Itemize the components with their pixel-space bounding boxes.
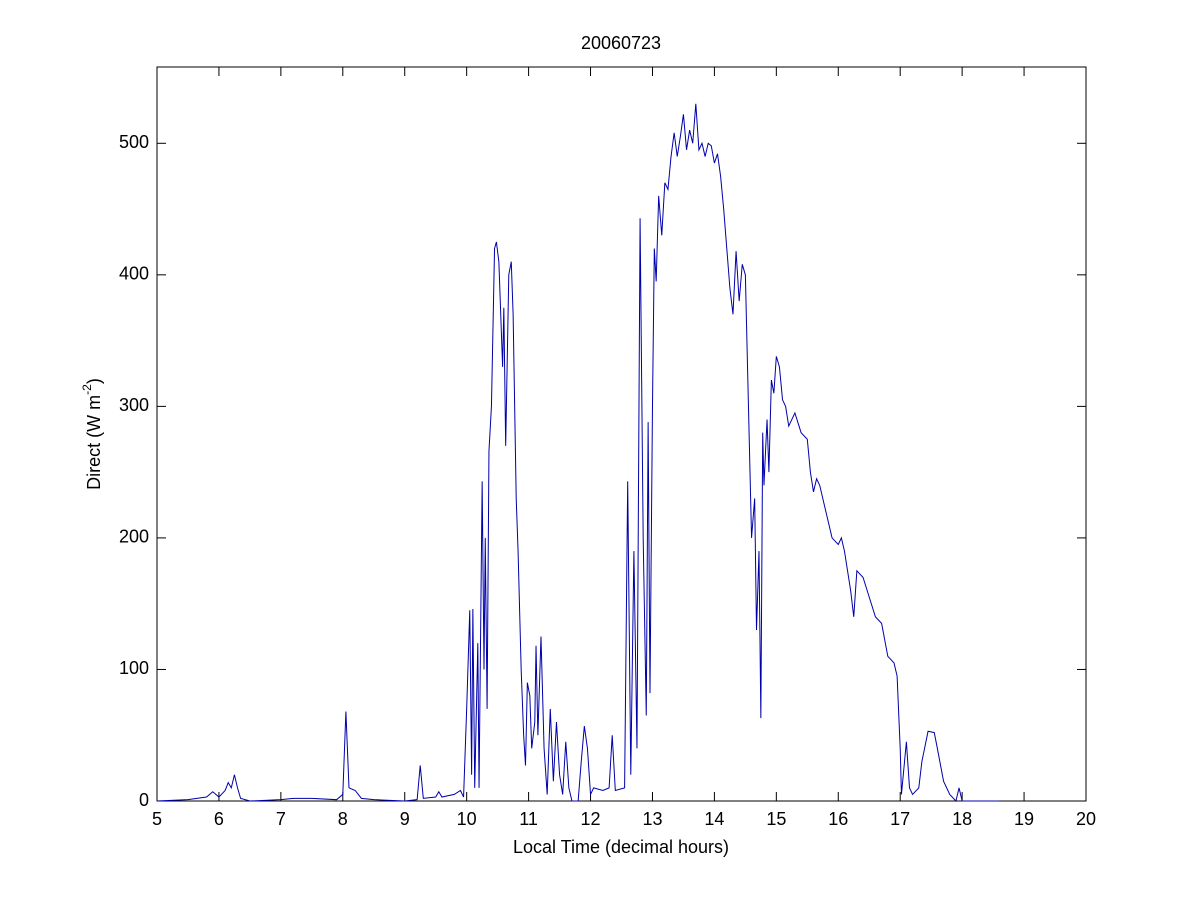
y-tick-label: 400 xyxy=(119,264,149,284)
x-tick-label: 8 xyxy=(338,809,348,829)
plot-frame xyxy=(156,66,1087,802)
y-axis-label: Direct (W m-2) xyxy=(80,378,104,490)
x-tick-label: 17 xyxy=(890,809,910,829)
y-tick-label: 100 xyxy=(119,658,149,678)
x-tick-label: 5 xyxy=(152,809,162,829)
x-tick-label: 14 xyxy=(704,809,724,829)
x-tick-label: 15 xyxy=(766,809,786,829)
x-axis-label: Local Time (decimal hours) xyxy=(513,837,729,857)
x-tick-label: 19 xyxy=(1014,809,1034,829)
x-tick-label: 11 xyxy=(519,809,538,829)
x-tick-label: 6 xyxy=(214,809,224,829)
y-tick-label: 0 xyxy=(139,790,149,810)
data-line xyxy=(156,103,1000,803)
y-axis-label-text: Direct (W m xyxy=(84,395,104,490)
x-tick-label: 16 xyxy=(828,809,848,829)
y-axis-label-sup: -2 xyxy=(80,384,94,395)
x-tick-label: 9 xyxy=(400,809,410,829)
chart-title: 20060723 xyxy=(581,33,661,53)
y-tick-label: 300 xyxy=(119,395,149,415)
x-tick-label: 10 xyxy=(457,809,477,829)
y-tick-label: 200 xyxy=(119,527,149,547)
y-tick-label: 500 xyxy=(119,132,149,152)
y-axis-label-end: ) xyxy=(84,378,104,384)
x-tick-label: 18 xyxy=(952,809,972,829)
x-tick-label: 12 xyxy=(581,809,601,829)
x-tick-label: 20 xyxy=(1076,809,1096,829)
x-tick-label: 7 xyxy=(276,809,286,829)
x-tick-label: 13 xyxy=(642,809,662,829)
